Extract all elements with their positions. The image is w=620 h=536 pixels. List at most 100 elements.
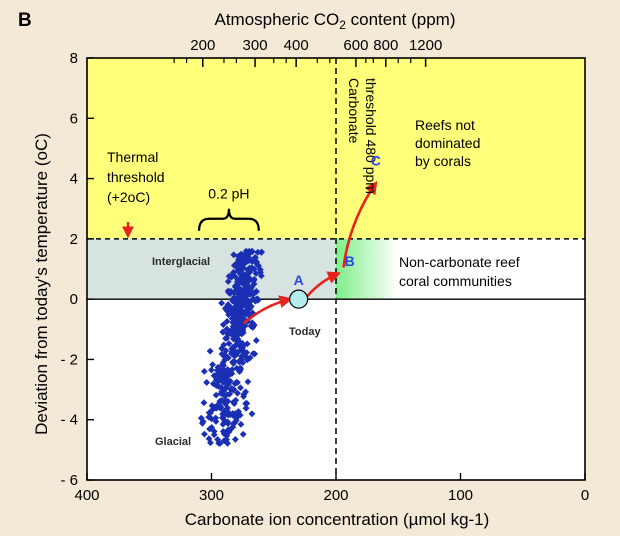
panel-label: B	[18, 10, 32, 31]
scatter-point	[244, 378, 252, 386]
scatter-point	[222, 303, 230, 311]
scatter-point	[238, 303, 246, 311]
ph-bracket-label: 0.2 pH	[208, 186, 249, 202]
arrows-layer	[122, 180, 378, 325]
scatter-point	[230, 262, 238, 269]
scatter-point	[228, 366, 236, 373]
scatter-point	[219, 413, 227, 421]
y-tick-label: 8	[70, 50, 78, 67]
scatter-point	[257, 272, 265, 280]
scatter-point	[208, 423, 216, 431]
scatter-point	[232, 396, 240, 404]
x-tick-label: 100	[448, 487, 473, 504]
scatter-point	[231, 306, 239, 314]
scatter-point	[200, 368, 208, 375]
x-axis-title: Carbonate ion concentration (µmol kg-1)	[185, 510, 490, 529]
y-tick-label: 2	[70, 231, 78, 248]
scatter-point	[242, 400, 250, 407]
scatter-point	[233, 323, 241, 331]
scatter-point	[232, 273, 239, 281]
scatter-point	[231, 312, 238, 320]
thermal-threshold-label-line: threshold	[107, 169, 165, 185]
thermal-threshold-label-line: Thermal	[107, 149, 158, 165]
scatter-point	[222, 347, 230, 355]
scatter-point	[248, 247, 256, 255]
scatter-point	[201, 430, 208, 438]
scatter-point	[224, 418, 232, 426]
scatter-point	[224, 301, 232, 308]
scatter-point	[223, 317, 231, 325]
scatter-point	[220, 366, 228, 374]
scatter-point	[209, 361, 216, 369]
top-tick-label: 300	[243, 37, 268, 54]
scatter-point	[207, 439, 214, 447]
y-tick-label: - 4	[60, 412, 78, 429]
scatter-point	[251, 253, 259, 261]
zone-label-line: dominated	[415, 135, 480, 151]
scatter-point	[238, 342, 246, 349]
top-tick-label: 600	[343, 37, 368, 54]
scatter-point	[224, 278, 232, 285]
scatter-point	[225, 311, 233, 319]
scatter-point	[237, 292, 244, 300]
scatter-point	[230, 360, 237, 367]
scatter-point	[197, 414, 205, 422]
top-tick-label: 1200	[409, 37, 442, 54]
scatter-point	[219, 321, 227, 329]
scatter-point	[229, 386, 237, 394]
scatter-point	[224, 354, 232, 362]
y-tick-label: 6	[70, 110, 78, 127]
scatter-point	[212, 418, 220, 425]
arrow-glacial-to-today	[243, 295, 293, 325]
scatter-point	[212, 382, 220, 390]
scatter-point	[237, 298, 245, 305]
scatter-point	[224, 411, 232, 419]
scatter-point	[230, 251, 238, 259]
scatter-point	[249, 291, 257, 299]
scatter-point	[214, 366, 222, 373]
zone-label-line: Reefs not	[415, 117, 475, 133]
thermal-threshold-label-line: (+2oC)	[107, 189, 150, 205]
scatter-point	[203, 379, 211, 386]
scatter-point	[225, 371, 233, 379]
scatter-point	[229, 410, 237, 417]
scatter-point	[210, 431, 218, 439]
scatter-point	[200, 399, 208, 407]
scatter-point	[242, 353, 250, 361]
scatter-point	[228, 273, 235, 281]
scatter-point	[223, 391, 231, 399]
scatter-point	[206, 347, 214, 355]
top-tick-label: 800	[373, 37, 398, 54]
scatter-layer	[197, 247, 266, 447]
scatter-point	[225, 340, 233, 347]
scatter-point	[212, 414, 220, 422]
top-axis-title: Atmospheric CO2 content (ppm)	[215, 10, 456, 32]
scatter-point	[252, 337, 260, 344]
threshold-lines	[87, 58, 585, 480]
scatter-point	[236, 357, 243, 365]
scatter-point	[217, 390, 225, 397]
scatter-point	[250, 275, 258, 283]
scatter-point	[248, 410, 256, 418]
scatter-point	[242, 404, 250, 412]
scatter-point	[237, 420, 245, 428]
scatter-point	[205, 409, 213, 417]
scatter-point	[218, 299, 225, 307]
zone-label-line: Non-carbonate reef	[399, 254, 520, 270]
scatter-point	[257, 249, 265, 256]
scatter-point	[238, 251, 246, 259]
scatter-point	[221, 356, 229, 364]
scatter-point	[205, 435, 213, 443]
scatter-point	[208, 402, 216, 410]
scatter-point	[224, 397, 232, 405]
scatter-point	[246, 304, 254, 312]
scatter-point	[249, 324, 257, 331]
glacial-label: Glacial	[155, 436, 191, 448]
scatter-point	[237, 288, 245, 295]
today-label: Today	[289, 326, 321, 338]
scatter-point	[230, 335, 237, 343]
scatter-point	[248, 264, 256, 272]
point-label-a: A	[294, 272, 304, 288]
y-tick-label: - 6	[60, 472, 78, 489]
